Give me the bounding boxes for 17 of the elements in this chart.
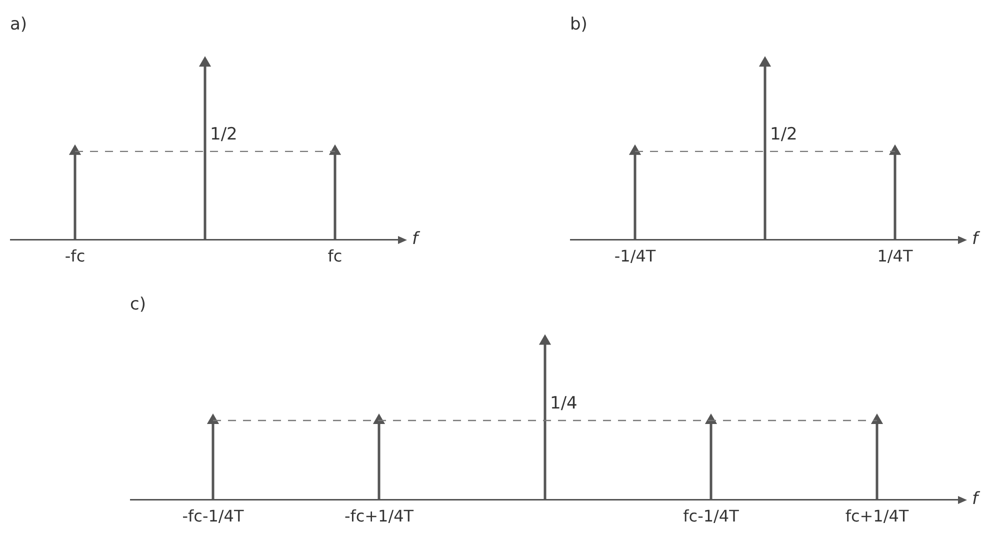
x-tick-label: fc+1/4T [845,506,909,526]
x-axis-title: f [412,229,421,250]
x-tick-label: -fc+1/4T [344,506,414,526]
chart-title: a) [10,14,28,35]
x-tick-label: fc [328,246,342,266]
annotation: 1/4 [550,393,578,414]
x-tick-label: -1/4T [614,246,656,266]
x-axis-title: f [972,489,981,510]
chart-title: c) [130,294,146,315]
x-tick-label: fc-1/4T [683,506,740,526]
annotation: 1/2 [770,124,798,144]
annotation: 1/2 [210,124,238,144]
x-tick-label: 1/4T [877,246,913,266]
x-tick-label: -fc-1/4T [182,506,244,526]
x-axis-title: f [972,229,981,250]
x-tick-label: -fc [64,246,86,266]
chart-title: b) [570,14,588,35]
